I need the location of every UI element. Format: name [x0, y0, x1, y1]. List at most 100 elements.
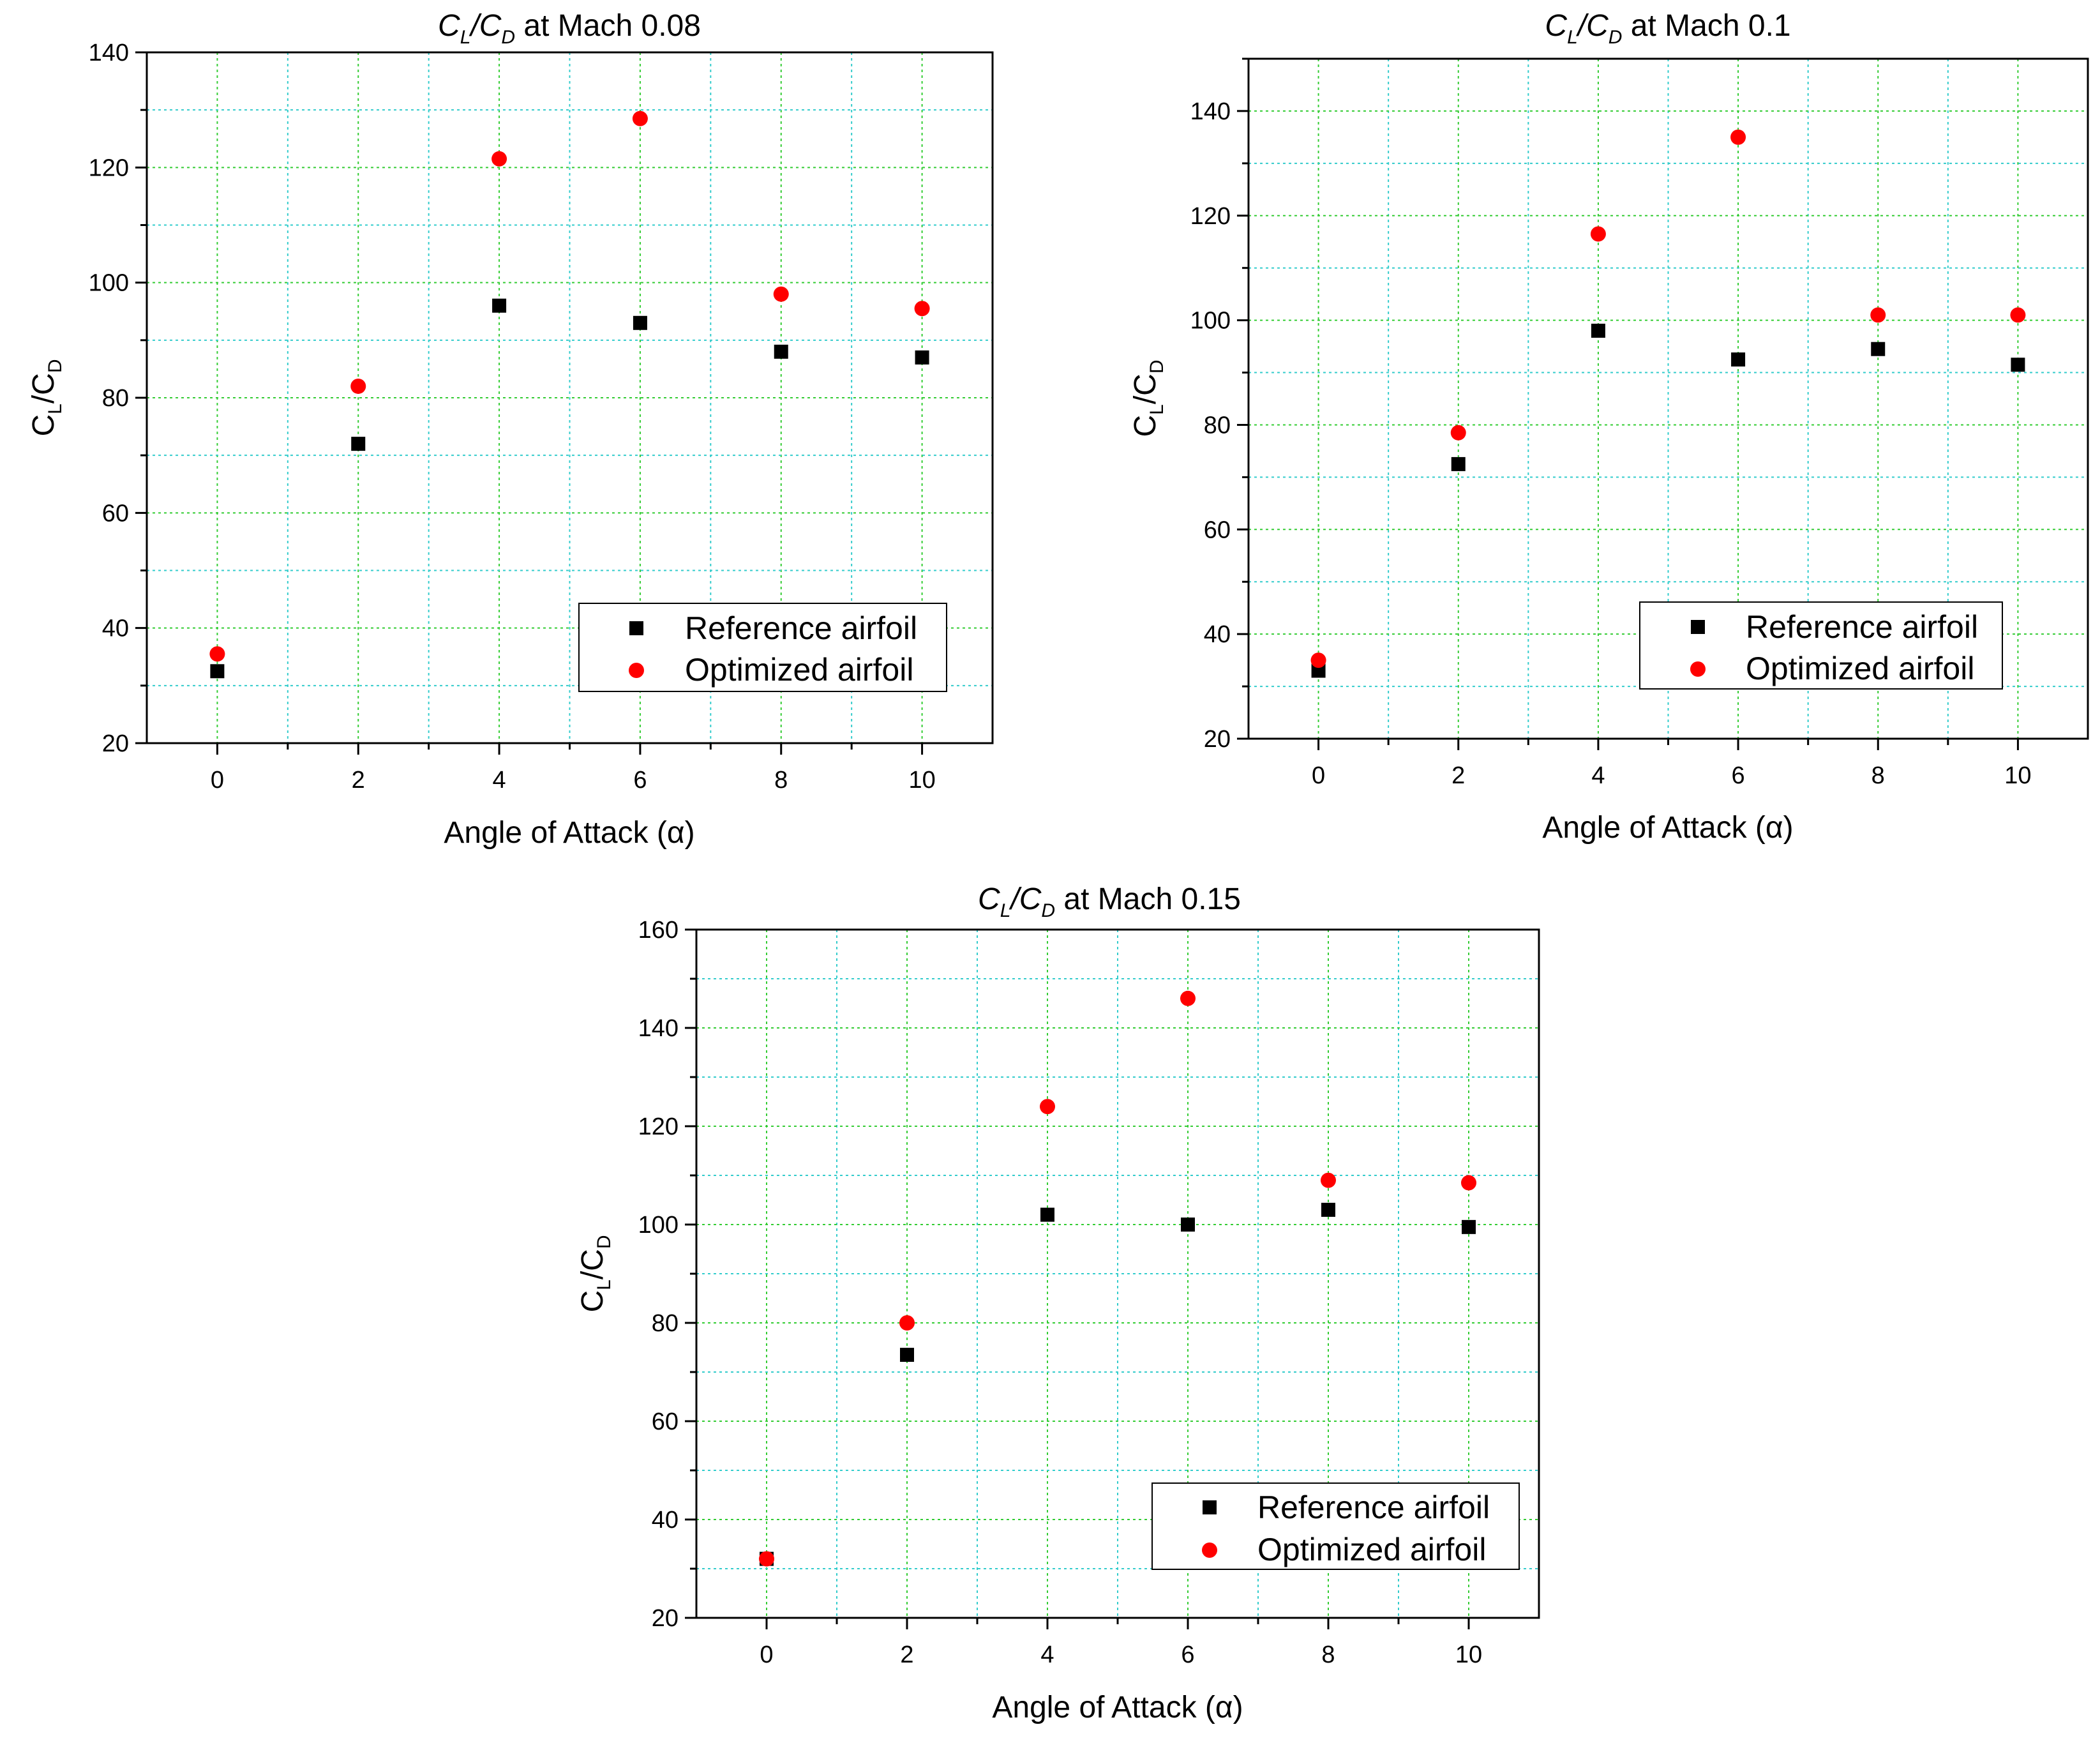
- legend: Reference airfoil Optimized airfoil: [1151, 1482, 1520, 1570]
- x-tick-label: 4: [1591, 762, 1605, 789]
- data-point-optimized: [759, 1551, 774, 1567]
- data-point-optimized: [1180, 990, 1196, 1006]
- legend-marker-optimized: [1202, 1543, 1217, 1558]
- x-tick-label: 4: [1040, 1641, 1054, 1668]
- data-point-reference: [1462, 1219, 1476, 1234]
- x-axis-label: Angle of Attack (α): [1542, 811, 1793, 845]
- legend-marker-reference: [1691, 620, 1705, 634]
- chart-mach-0-1: 0 2 4 6 8 10 20 40 60 80 100 120 140 CL/CD at Mach 0…: [1129, 9, 2089, 845]
- chart-title: CL/CD at Mach 0.1: [1545, 9, 1790, 48]
- x-tick-label: 8: [1871, 762, 1885, 789]
- data-point-optimized: [491, 151, 507, 167]
- y-tick-label: 140: [1190, 98, 1231, 125]
- legend: Reference airfoil Optimized airfoil: [1639, 601, 2003, 690]
- y-tick-label: 120: [1190, 203, 1231, 230]
- legend-label-reference: Reference airfoil: [1257, 1490, 1490, 1525]
- data-point-optimized: [899, 1315, 915, 1331]
- data-point-optimized: [1590, 226, 1606, 242]
- y-tick-label: 20: [1204, 726, 1231, 753]
- x-tick-label: 0: [1312, 762, 1325, 789]
- x-axis-label: Angle of Attack (α): [992, 1691, 1243, 1724]
- x-tick-label: 6: [1732, 762, 1745, 789]
- data-point-optimized: [632, 110, 648, 126]
- data-point-reference: [351, 437, 366, 451]
- data-point-reference: [774, 344, 788, 359]
- x-tick-label: 4: [493, 767, 506, 794]
- y-tick-label: 60: [1204, 517, 1231, 543]
- y-tick-label: 20: [652, 1605, 679, 1632]
- chart-title: CL/CD at Mach 0.08: [438, 9, 701, 48]
- y-tick-label: 60: [102, 500, 129, 527]
- data-point-reference: [2011, 358, 2025, 372]
- legend-label-reference: Reference airfoil: [1746, 609, 1978, 645]
- data-point-optimized: [209, 646, 225, 662]
- y-tick-label: 40: [652, 1507, 679, 1534]
- data-point-optimized: [1310, 652, 1326, 668]
- data-point-reference: [492, 298, 507, 313]
- y-tick-label: 100: [89, 270, 129, 297]
- legend-marker-optimized: [1690, 661, 1706, 677]
- x-tick-label: 8: [1321, 1641, 1335, 1668]
- data-point-optimized: [773, 286, 789, 302]
- x-tick-label: 6: [1181, 1641, 1194, 1668]
- y-tick-label: 80: [1204, 412, 1231, 439]
- y-tick-label: 160: [638, 917, 679, 944]
- data-point-reference: [900, 1348, 914, 1362]
- x-tick-label: 10: [1455, 1641, 1482, 1668]
- legend: Reference airfoil Optimized airfoil: [578, 603, 947, 692]
- y-tick-label: 120: [638, 1113, 679, 1140]
- y-tick-label: 100: [638, 1212, 679, 1239]
- legend-label-optimized: Optimized airfoil: [685, 652, 913, 688]
- x-tick-label: 10: [908, 767, 935, 794]
- data-point-optimized: [914, 301, 930, 317]
- y-tick-label: 40: [102, 615, 129, 642]
- y-axis-label: CL/CD: [27, 359, 66, 436]
- y-tick-label: 40: [1204, 621, 1231, 648]
- y-tick-label: 60: [652, 1408, 679, 1435]
- y-tick-label: 20: [102, 730, 129, 757]
- x-tick-label: 2: [352, 767, 365, 794]
- chart-title: CL/CD at Mach 0.15: [978, 882, 1241, 921]
- legend-marker-optimized: [629, 663, 644, 678]
- data-point-reference: [1451, 456, 1466, 471]
- data-point-optimized: [2010, 307, 2026, 323]
- data-point-optimized: [1321, 1172, 1336, 1188]
- x-tick-label: 2: [1451, 762, 1465, 789]
- y-axis-label: CL/CD: [1129, 359, 1167, 437]
- y-tick-label: 140: [638, 1015, 679, 1042]
- data-point-optimized: [1730, 129, 1746, 145]
- legend-label-optimized: Optimized airfoil: [1257, 1532, 1486, 1567]
- data-point-optimized: [1040, 1099, 1055, 1115]
- data-point-reference: [633, 315, 647, 330]
- y-axis-label: CL/CD: [576, 1235, 615, 1312]
- x-tick-label: 0: [760, 1641, 773, 1668]
- data-point-reference: [1871, 342, 1886, 356]
- legend-label-reference: Reference airfoil: [685, 610, 917, 646]
- chart-mach-0-08: 0 2 4 6 8 10 20 40 60 80 100 120 140 CL/CD at Mach 0…: [27, 9, 994, 850]
- data-point-reference: [915, 350, 929, 365]
- y-tick-label: 140: [89, 40, 129, 66]
- data-point-reference: [210, 664, 225, 679]
- x-tick-label: 2: [900, 1641, 913, 1668]
- data-point-reference: [1731, 352, 1746, 367]
- chart-mach-0-15: 0 2 4 6 8 10 20 40 60 80 100 120 140 160 CL/CD at Mac…: [576, 882, 1540, 1724]
- legend-marker-reference: [1203, 1500, 1217, 1514]
- x-tick-label: 6: [633, 767, 647, 794]
- y-tick-label: 120: [89, 155, 129, 181]
- y-tick-label: 80: [652, 1310, 679, 1337]
- y-tick-label: 80: [102, 385, 129, 412]
- x-tick-label: 0: [211, 767, 224, 794]
- x-tick-label: 8: [774, 767, 788, 794]
- data-point-optimized: [1870, 307, 1886, 323]
- data-point-optimized: [1450, 425, 1466, 441]
- x-tick-label: 10: [2004, 762, 2031, 789]
- x-axis-label: Angle of Attack (α): [444, 816, 694, 850]
- data-point-reference: [1591, 324, 1605, 338]
- data-point-reference: [1321, 1202, 1335, 1217]
- data-point-optimized: [1461, 1175, 1476, 1191]
- data-point-reference: [1040, 1207, 1054, 1222]
- legend-marker-reference: [629, 621, 643, 635]
- data-point-reference: [1311, 663, 1326, 678]
- legend-label-optimized: Optimized airfoil: [1746, 651, 1974, 686]
